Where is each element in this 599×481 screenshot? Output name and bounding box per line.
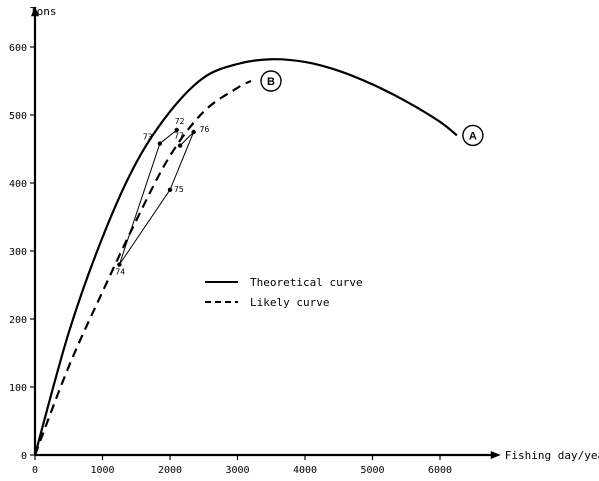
x-axis-label: Fishing day/year	[505, 449, 599, 462]
likely-curve-line	[33, 80, 252, 456]
x-axis-arrow	[490, 451, 501, 459]
theoretical-curve-line	[33, 58, 458, 456]
curve-end-marker-circle	[260, 70, 282, 92]
legend-label: Theoretical curve	[250, 276, 363, 289]
observed-point	[117, 262, 122, 267]
observed-point	[167, 187, 173, 192]
y-tick-label: 400	[9, 179, 27, 190]
observed-point-label: 75	[174, 185, 184, 194]
x-tick-label: 2000	[158, 465, 182, 476]
y-axis-label: Tons	[30, 5, 57, 18]
y-tick-label: 200	[9, 315, 27, 326]
observed-point	[157, 141, 163, 146]
x-tick-label: 6000	[428, 465, 452, 476]
y-tick-label: 100	[9, 383, 27, 394]
curve-end-marker-circle	[462, 124, 484, 147]
y-tick-label: 600	[9, 43, 27, 54]
y-tick-label: 500	[9, 111, 27, 122]
observed-path-line	[118, 129, 195, 265]
x-tick-label: 0	[32, 465, 38, 476]
observed-point	[191, 129, 196, 135]
x-tick-label: 4000	[293, 465, 317, 476]
y-tick-label: 0	[21, 451, 27, 462]
curve-end-marker-label: B	[267, 76, 275, 88]
observed-point	[177, 143, 183, 148]
x-tick-label: 5000	[360, 465, 384, 476]
observed-point-label: 77	[174, 132, 184, 141]
observed-point-label: 72	[175, 117, 185, 126]
y-tick-label: 300	[9, 247, 27, 258]
x-tick-label: 3000	[225, 465, 249, 476]
curve-end-marker-label: A	[469, 130, 477, 142]
y-axis-arrow	[31, 6, 39, 17]
legend-label: Likely curve	[250, 296, 329, 309]
x-tick-label: 1000	[90, 465, 114, 476]
observed-point-label: 74	[115, 268, 125, 277]
observed-point-label: 73	[143, 133, 153, 142]
observed-point	[174, 127, 179, 133]
observed-point-label: 76	[200, 125, 210, 134]
